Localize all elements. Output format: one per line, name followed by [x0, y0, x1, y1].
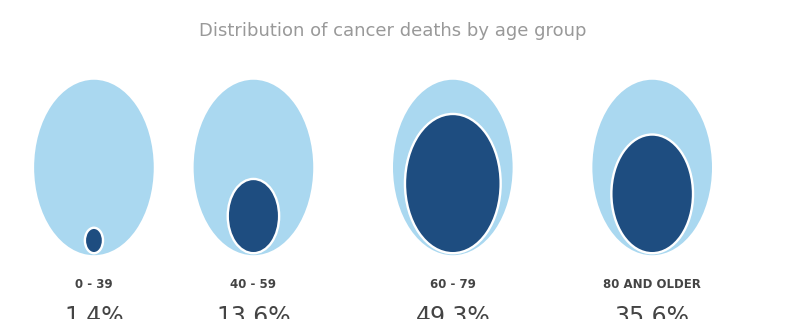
Ellipse shape [612, 136, 692, 252]
Ellipse shape [34, 80, 154, 255]
Ellipse shape [406, 115, 499, 252]
Ellipse shape [229, 180, 278, 252]
Ellipse shape [226, 178, 281, 255]
Ellipse shape [610, 133, 694, 255]
Text: 80 AND OLDER: 80 AND OLDER [603, 278, 701, 291]
Text: 49.3%: 49.3% [416, 306, 490, 319]
Ellipse shape [193, 80, 314, 255]
Ellipse shape [393, 80, 512, 255]
Text: 40 - 59: 40 - 59 [230, 278, 277, 291]
Text: Distribution of cancer deaths by age group: Distribution of cancer deaths by age gro… [199, 22, 587, 40]
Text: 60 - 79: 60 - 79 [430, 278, 476, 291]
Ellipse shape [86, 229, 102, 252]
Text: 13.6%: 13.6% [216, 306, 291, 319]
Text: 1.4%: 1.4% [64, 306, 123, 319]
Text: 0 - 39: 0 - 39 [75, 278, 112, 291]
Text: 35.6%: 35.6% [615, 306, 689, 319]
Ellipse shape [404, 113, 501, 255]
Ellipse shape [83, 226, 105, 255]
Ellipse shape [593, 80, 712, 255]
